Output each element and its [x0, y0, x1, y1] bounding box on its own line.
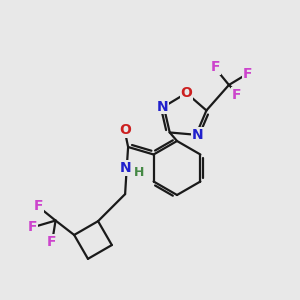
Text: F: F — [34, 199, 43, 213]
Text: N: N — [119, 161, 131, 175]
Text: O: O — [119, 123, 131, 137]
Text: N: N — [157, 100, 168, 114]
Text: F: F — [211, 60, 220, 74]
Text: F: F — [27, 220, 37, 234]
Text: N: N — [192, 128, 203, 142]
Text: O: O — [181, 86, 192, 100]
Text: F: F — [232, 88, 241, 102]
Text: F: F — [46, 235, 56, 249]
Text: F: F — [243, 68, 253, 81]
Text: H: H — [134, 166, 144, 179]
